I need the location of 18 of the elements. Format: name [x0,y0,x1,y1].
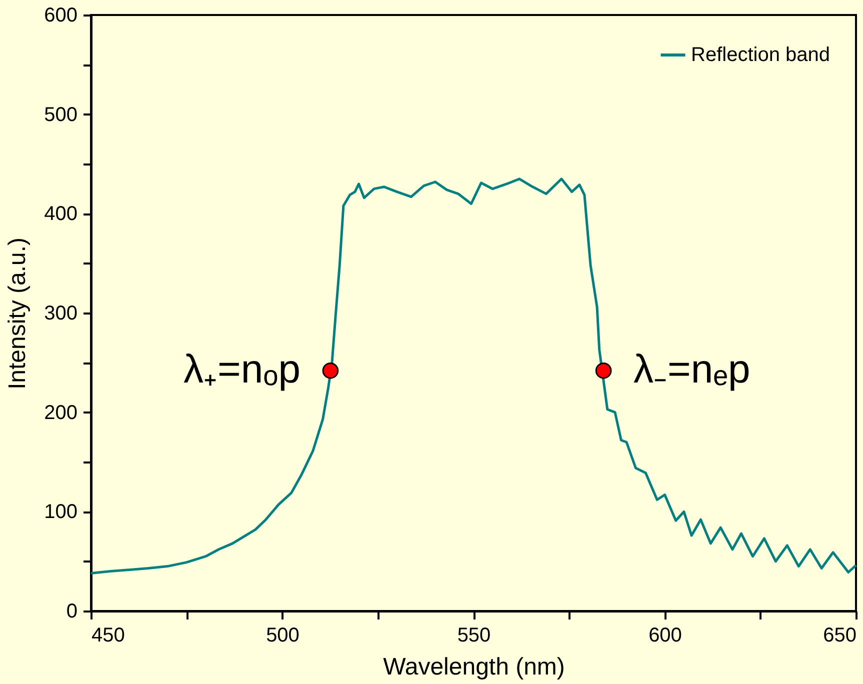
y-tick-label: 0 [66,600,78,622]
x-tick-label: 650 [823,624,856,646]
y-axis-title: Intensity (a.u.) [4,237,32,390]
y-tick-label: 300 [44,302,78,324]
y-tick-label: 600 [44,4,78,26]
x-tick-label: 550 [457,624,491,646]
y-tick-label: 500 [44,104,78,126]
x-tick-label: 500 [266,624,300,646]
x-axis-title: Wavelength (nm) [383,654,565,680]
annotation: λ₊=nₒp [183,348,300,392]
y-tick-label: 100 [44,501,78,524]
y-tick-label: 200 [44,402,78,424]
annotation: λ₋=nₑp [634,348,750,392]
legend-label: Reflection band [691,44,830,66]
x-tick-label: 600 [648,624,682,646]
line-series [90,178,858,575]
y-tick-label: 400 [44,203,78,226]
x-tick-label: 450 [92,624,125,646]
